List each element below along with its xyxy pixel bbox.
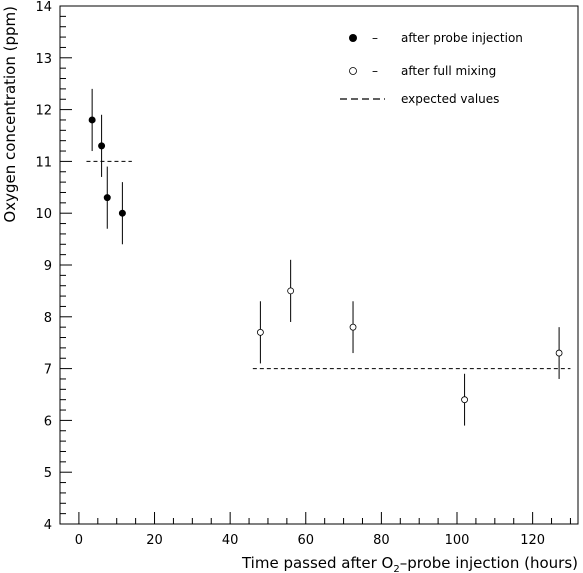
x-tick-label: 100 [445,533,470,548]
y-tick-label: 13 [35,52,52,67]
y-tick-label: 5 [44,466,52,481]
open-data-point [287,287,295,295]
data-marks [88,88,563,426]
plot-frame [59,5,579,525]
legend: – after probe injection – after full mixing… [340,31,523,106]
open-data-point [349,323,357,331]
y-tick-label: 8 [44,311,52,326]
open-data-point [256,328,264,336]
legend-label: after full mixing [401,64,496,78]
expected-value-lines [86,160,571,370]
y-tick-label: 10 [35,207,52,222]
x-tick-label: 0 [75,533,83,548]
x-axis-title-subscript: 2 [393,564,399,573]
filled-data-point [98,142,106,150]
y-tick-label: 4 [44,518,52,533]
y-tick-label: 11 [35,155,52,170]
y-tick-label: 12 [35,104,52,119]
legend-dash: – [372,31,378,45]
y-axis-title: Oxygen concentration (ppm) [1,6,19,223]
legend-marker-filled [349,34,357,42]
legend-label: expected values [401,92,499,106]
legend-label: after probe injection [401,31,523,45]
y-tick-label: 9 [44,259,52,274]
axis-ticks: 0 20 40 60 80 100 120 4 5 6 7 8 9 10 11 12 13 14 [35,0,571,548]
x-tick-label: 80 [373,533,390,548]
filled-data-point [118,209,126,217]
x-axis-title-part-1: Time passed after O [241,554,393,572]
y-tick-label: 7 [44,363,52,378]
legend-marker-open [349,67,357,75]
open-data-point [461,396,468,404]
x-axis-title-part-2: –probe injection (hours) [400,554,578,572]
filled-data-point [103,194,111,202]
y-tick-label: 14 [35,0,52,15]
legend-dash: – [372,64,378,78]
y-tick-label: 6 [44,414,52,429]
open-data-point [555,349,563,357]
x-tick-label: 20 [146,533,163,548]
filled-data-point [88,116,96,124]
x-tick-label: 120 [520,533,545,548]
x-axis-title: Time passed after O2–probe injection (ho… [241,554,578,573]
x-tick-label: 60 [297,533,314,548]
x-tick-label: 40 [222,533,239,548]
